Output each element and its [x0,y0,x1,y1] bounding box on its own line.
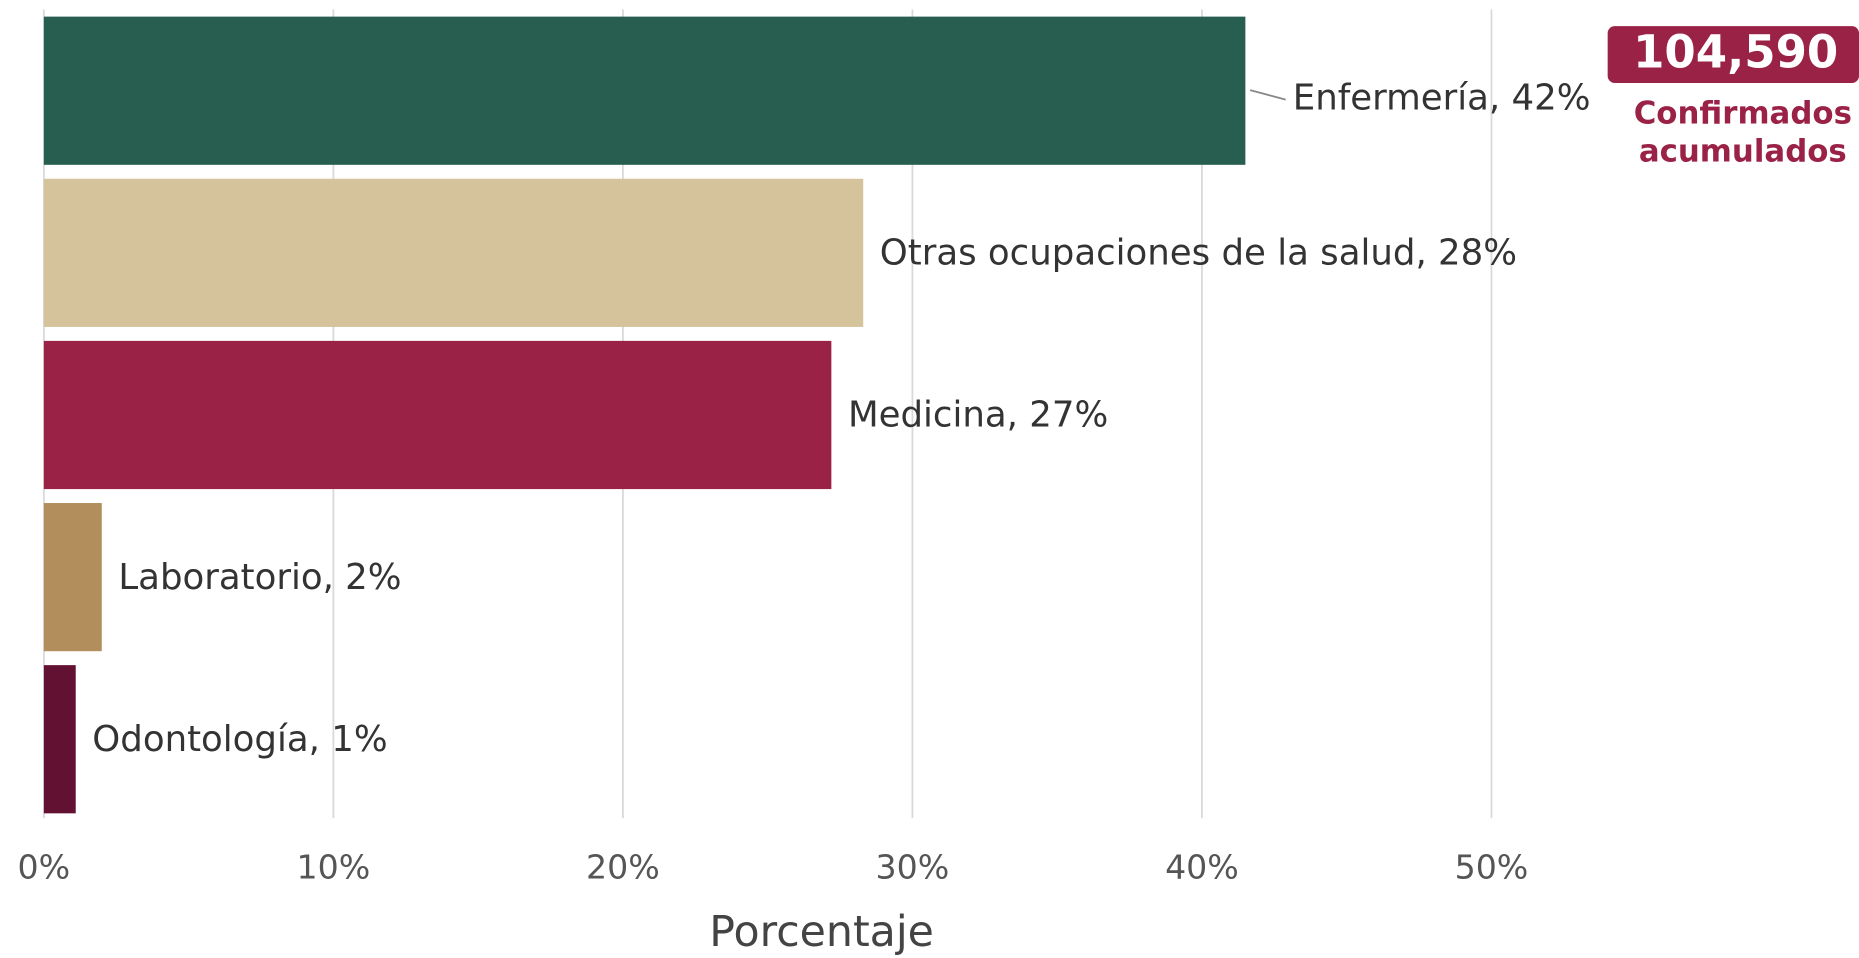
bar [43,503,102,652]
x-tick-label: 30% [876,848,950,887]
data-label: Medicina, 27% [848,395,1108,436]
data-label: Enfermería, 42% [1293,78,1591,119]
leader-line [1249,89,1286,101]
x-tick-label: 20% [586,848,660,887]
bar [43,340,832,490]
bar [43,665,76,814]
total-caption: Confirmados [1634,96,1852,132]
data-label: Laboratorio, 2% [118,557,401,598]
x-axis-title: Porcentaje [709,907,934,957]
bar [43,16,1246,165]
x-tick-label: 40% [1165,848,1239,887]
total: 104,590 [1633,26,1838,79]
x-tick-label: 10% [297,848,371,887]
data-label: Otras ocupaciones de la salud, 28% [880,233,1517,274]
total-box [1607,26,1859,84]
x-tick-label: 0% [18,848,71,887]
data-label: Odontología, 1% [92,719,387,760]
x-tick-label: 50% [1455,848,1529,887]
bar [43,178,864,327]
total-caption: acumulados [1639,133,1847,169]
